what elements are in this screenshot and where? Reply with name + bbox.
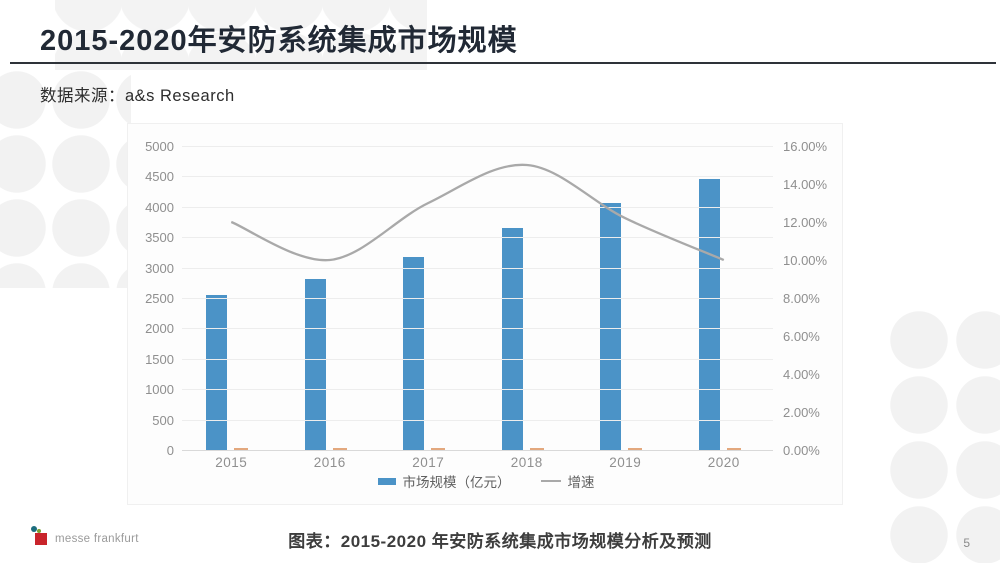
right-axis-tick: 10.00% (783, 253, 828, 268)
left-axis-tick: 4500 (145, 169, 174, 185)
x-axis-label: 2020 (707, 455, 740, 470)
data-source-label: 数据来源：a&s Research (40, 87, 235, 105)
messe-frankfurt-logo: messe frankfurt (20, 524, 150, 550)
left-axis-tick: 3000 (145, 260, 174, 276)
x-axis-label: 2017 (412, 455, 445, 470)
x-axis-label: 2019 (609, 455, 642, 470)
page-title: 2015-2020年安防系统集成市场规模 (40, 25, 518, 57)
right-axis-tick: 14.00% (783, 177, 828, 192)
gridline (182, 450, 773, 451)
gridline (182, 146, 773, 147)
chart-panel: 2020 2019 2018 2017 2016 2015 0.00% 2.00% 4.00% 6… (127, 123, 843, 505)
aux-dash-2016 (332, 448, 347, 450)
chart-legend: 市场规模（亿元） 增速 (128, 471, 844, 491)
bar-2016 (304, 278, 326, 450)
legend-label: 市场规模（亿元） (402, 475, 511, 490)
left-axis-tick: 0 (166, 443, 174, 458)
aux-dash-2017 (431, 448, 446, 450)
gridline (182, 328, 773, 330)
page-number: 5 (963, 536, 970, 550)
logo-red-square-icon (35, 533, 47, 545)
legend-line-swatch-icon (540, 479, 561, 483)
gridline (182, 389, 773, 391)
legend-item: 市场规模（亿元） (377, 471, 511, 491)
decorative-dots-right (886, 307, 1000, 563)
growth-line (230, 163, 725, 262)
x-axis-label: 2015 (215, 455, 248, 470)
legend-bar-swatch-icon (377, 477, 396, 485)
aux-dash-2015 (234, 448, 249, 450)
gridline (182, 419, 773, 421)
growth-line-chart (230, 163, 725, 262)
left-axis-tick: 500 (152, 412, 174, 428)
right-axis-tick: 4.00% (783, 367, 820, 382)
gridline (182, 237, 773, 239)
chart-caption: 图表：2015-2020 年安防系统集成市场规模分析及预测 (288, 532, 712, 551)
right-axis-tick: 16.00% (783, 139, 828, 154)
logo-green-dot-icon (37, 529, 41, 533)
aux-dash-2020 (726, 448, 741, 450)
left-axis-tick: 1500 (145, 351, 174, 367)
bar-2020 (698, 178, 720, 450)
logo-text: messe frankfurt (55, 533, 139, 545)
right-axis-tick: 0.00% (783, 443, 820, 458)
gridline (182, 206, 773, 208)
aux-dash-2018 (529, 448, 544, 450)
left-axis-tick: 2000 (145, 321, 174, 337)
bar-2017 (403, 257, 425, 450)
logo-teal-dot-icon (31, 526, 37, 532)
right-axis-tick: 2.00% (783, 405, 820, 420)
x-axis-label: 2018 (510, 455, 543, 470)
left-axis-tick: 3500 (145, 230, 174, 246)
bar-2018 (501, 228, 523, 450)
right-axis-tick: 12.00% (783, 215, 828, 230)
right-axis-tick: 6.00% (783, 329, 820, 344)
legend-item: 增速 (540, 471, 595, 491)
gridline (182, 267, 773, 269)
bar-2019 (600, 202, 622, 450)
x-axis-label: 2016 (313, 455, 346, 470)
gridline (182, 298, 773, 299)
left-axis-tick: 4000 (145, 199, 174, 215)
gridline (182, 358, 773, 360)
right-axis-tick: 8.00% (783, 291, 820, 306)
legend-label: 增速 (567, 475, 595, 490)
left-axis-tick: 5000 (145, 139, 174, 154)
title-divider (10, 62, 996, 64)
left-axis-tick: 1000 (145, 382, 174, 398)
left-axis-tick: 2500 (145, 291, 174, 306)
bar-2015 (206, 294, 228, 450)
aux-dash-2019 (628, 448, 643, 450)
